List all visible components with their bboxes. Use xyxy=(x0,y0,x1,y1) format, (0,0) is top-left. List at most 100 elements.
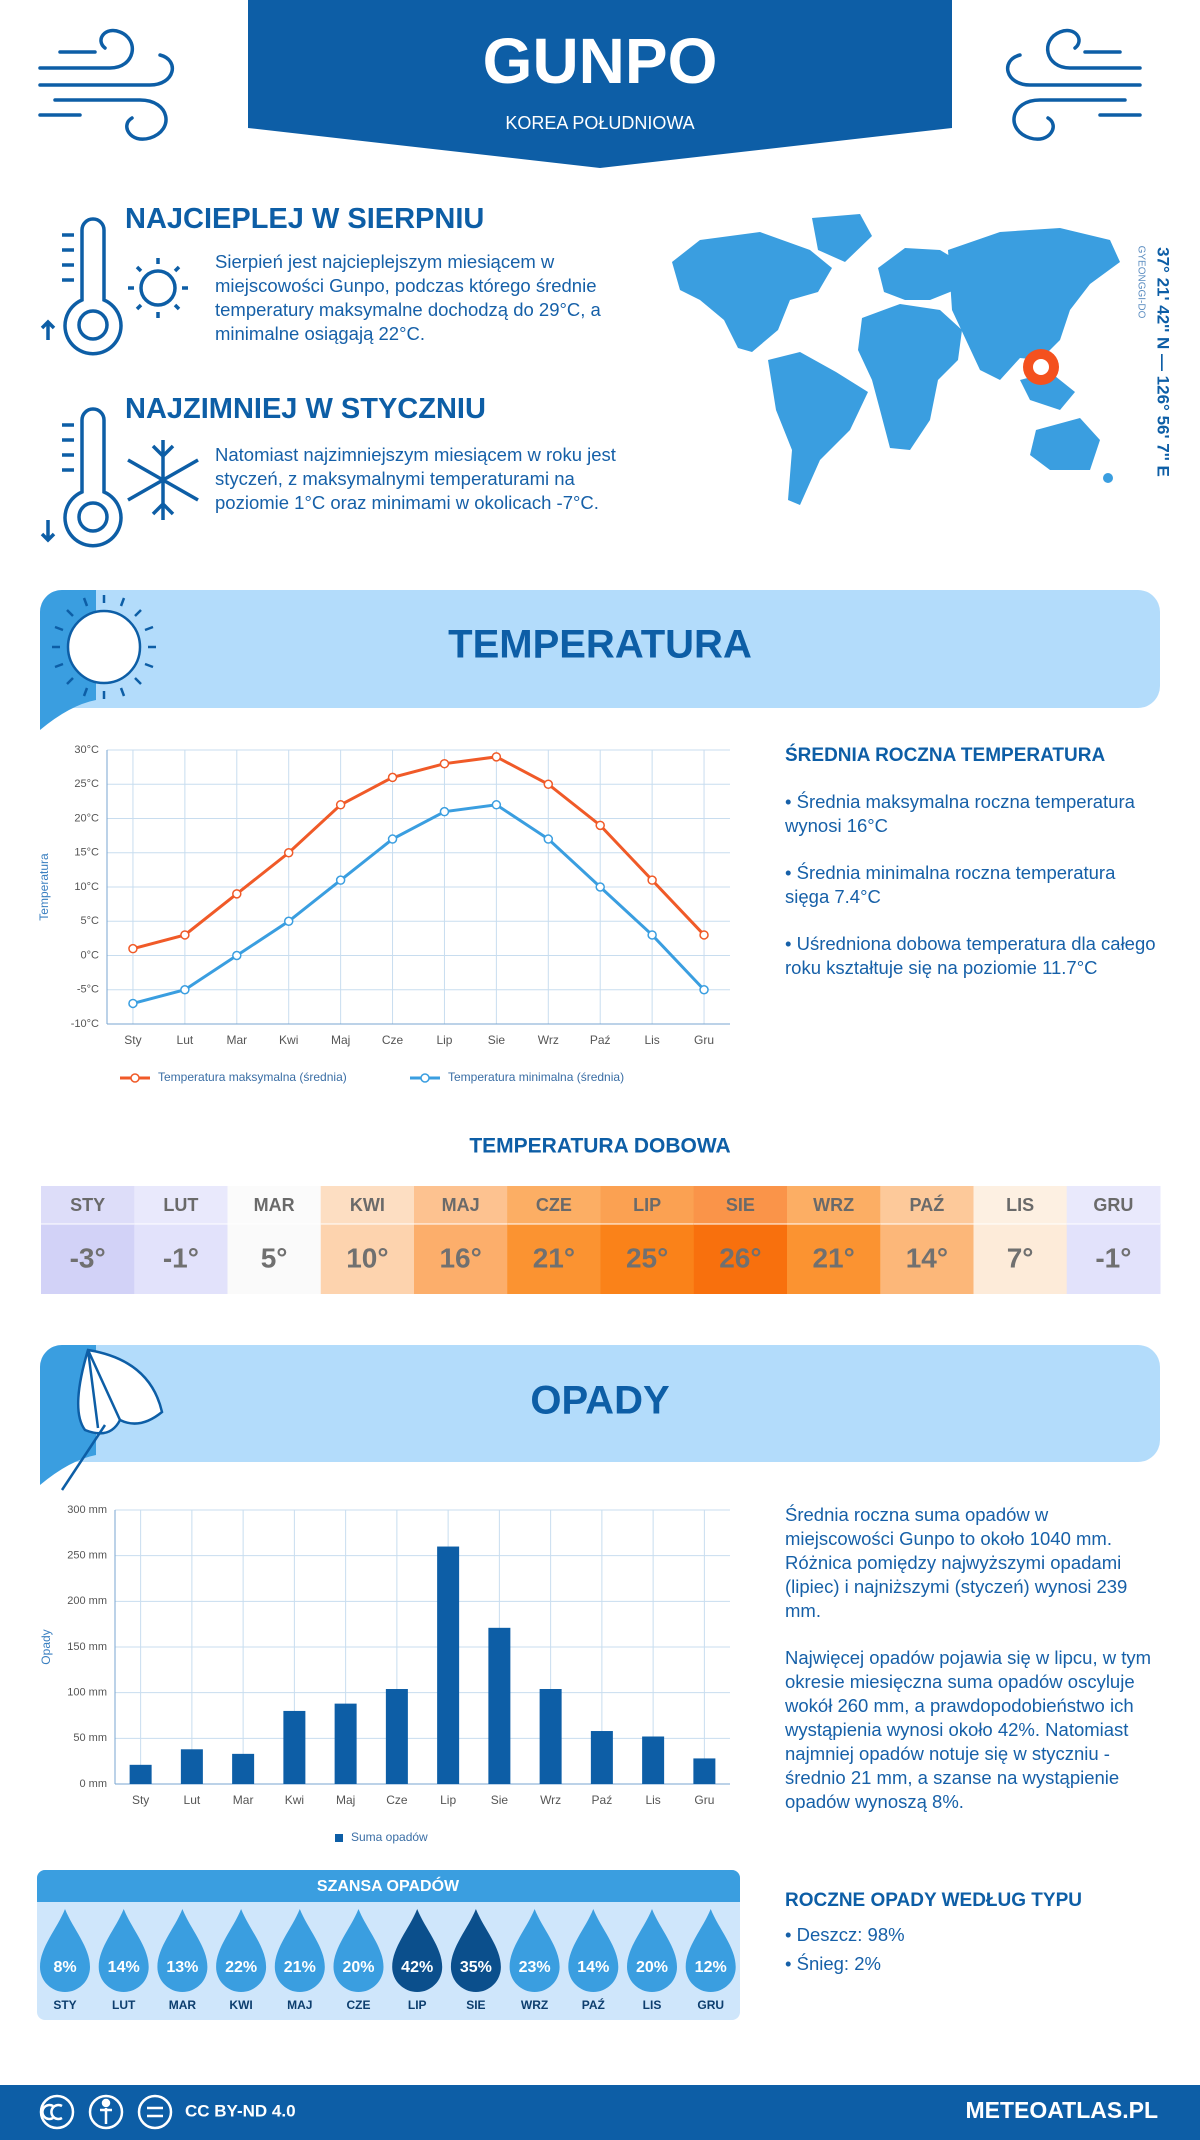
chance-label: 14% xyxy=(577,1959,609,1976)
x-tick-label: Maj xyxy=(331,1033,350,1047)
month-label: LIS xyxy=(1006,1195,1034,1215)
x-tick-label: Paź xyxy=(592,1793,613,1807)
point xyxy=(491,752,502,762)
x-tick-label: Mar xyxy=(226,1033,247,1047)
header-banner xyxy=(248,0,952,168)
bar xyxy=(283,1710,306,1784)
month-label: LUT xyxy=(163,1195,198,1215)
table-header-cell xyxy=(1066,1186,1161,1224)
chance-month: LIS xyxy=(643,1998,662,2012)
daily-value: 25° xyxy=(626,1242,668,1273)
y-tick-label: 30°C xyxy=(74,744,99,756)
table-value-cell xyxy=(787,1224,881,1294)
y-tick-label: 0°C xyxy=(81,949,100,961)
month-label: CZE xyxy=(536,1195,572,1215)
y-tick-label: -10°C xyxy=(71,1018,99,1030)
month-label: SIE xyxy=(726,1195,755,1215)
point xyxy=(180,985,190,995)
point xyxy=(699,930,709,940)
point xyxy=(439,758,450,769)
point xyxy=(387,772,398,783)
x-tick-label: Sty xyxy=(132,1793,149,1807)
point xyxy=(283,848,294,858)
chance-label: 22% xyxy=(225,1959,257,1976)
x-tick-label: Lis xyxy=(644,1033,659,1047)
chance-title: SZANSA OPADÓW xyxy=(317,1876,460,1895)
table-value-cell xyxy=(973,1224,1068,1294)
daily-value: -1° xyxy=(1095,1242,1131,1273)
chance-month: WRZ xyxy=(521,1998,548,2012)
chance-drop xyxy=(333,1909,384,1992)
chance-drop xyxy=(685,1909,736,1992)
x-tick-label: Wrz xyxy=(538,1033,559,1047)
y-tick-label: 250 mm xyxy=(67,1550,107,1562)
chance-drop xyxy=(40,1909,90,1992)
legend-label: Temperatura minimalna (średnia) xyxy=(448,1070,624,1084)
y-tick-label: 50 mm xyxy=(73,1732,107,1744)
header-tint xyxy=(507,1186,601,1224)
daily-value: 26° xyxy=(719,1242,761,1273)
table-value-cell xyxy=(507,1224,601,1294)
y-tick-label: 10°C xyxy=(74,881,99,893)
header-tint xyxy=(693,1186,788,1224)
table-value-cell xyxy=(41,1224,135,1294)
point xyxy=(595,882,605,892)
header-tint xyxy=(787,1186,881,1224)
city-title: GUNPO xyxy=(483,25,718,97)
chance-panel xyxy=(37,1870,740,2020)
month-label: STY xyxy=(70,1195,105,1215)
country: KOREA POŁUDNIOWA xyxy=(505,113,694,133)
month-label: MAJ xyxy=(442,1195,480,1215)
point xyxy=(543,779,554,789)
bar xyxy=(334,1703,357,1784)
bar xyxy=(693,1758,716,1784)
x-tick-label: Cze xyxy=(386,1793,408,1807)
chance-drop xyxy=(568,1909,619,1992)
chance-month: LIP xyxy=(408,1998,427,2012)
x-tick-label: Lip xyxy=(436,1033,452,1047)
chance-label: 14% xyxy=(108,1959,140,1976)
daily-value: -1° xyxy=(163,1242,199,1273)
chance-month: LUT xyxy=(112,1998,136,2012)
stat: • Uśredniona dobowa temperatura dla całe… xyxy=(785,933,1156,978)
month-label: PAŹ xyxy=(910,1194,945,1215)
daily-value: 21° xyxy=(533,1242,575,1273)
chance-month: GRU xyxy=(697,1998,724,2012)
coldest-title: NAJZIMNIEJ W STYCZNIU xyxy=(125,393,486,425)
table-value-cell xyxy=(600,1224,695,1294)
table-header-cell xyxy=(507,1186,601,1224)
x-tick-label: Lis xyxy=(645,1793,660,1807)
precip-text: Najwięcej opadów pojawia się w lipcu, w … xyxy=(785,1647,1152,1812)
chance-header xyxy=(37,1870,740,1902)
chance-month: PAŹ xyxy=(582,1997,605,2012)
x-tick-label: Lip xyxy=(440,1793,456,1807)
umbrella-icon xyxy=(60,1348,164,1491)
chance-label: 20% xyxy=(636,1959,668,1976)
legend-point xyxy=(420,1073,430,1083)
month-label: WRZ xyxy=(813,1195,854,1215)
point xyxy=(335,800,346,810)
table-header-cell xyxy=(973,1186,1068,1224)
point xyxy=(699,985,709,995)
y-tick-label: 25°C xyxy=(74,778,99,790)
y-axis-label: Opady xyxy=(39,1629,53,1664)
chance-month: MAR xyxy=(169,1998,197,2012)
y-tick-label: 15°C xyxy=(74,847,99,859)
x-tick-label: Sie xyxy=(491,1793,509,1807)
month-label: MAR xyxy=(254,1195,295,1215)
legend-label: Temperatura maksymalna (średnia) xyxy=(158,1070,347,1084)
chance-label: 20% xyxy=(342,1959,374,1976)
table-value-cell xyxy=(227,1224,322,1294)
section-title: TEMPERATURA xyxy=(448,623,752,667)
header-tint xyxy=(414,1186,508,1224)
daily-value: 21° xyxy=(812,1242,854,1273)
section-banner xyxy=(40,1345,1160,1462)
bar xyxy=(539,1689,562,1784)
y-tick-label: 100 mm xyxy=(67,1687,107,1699)
chance-label: 23% xyxy=(519,1959,551,1976)
bar xyxy=(590,1731,613,1784)
y-tick-label: 150 mm xyxy=(67,1641,107,1653)
y-tick-label: 0 mm xyxy=(80,1778,108,1790)
